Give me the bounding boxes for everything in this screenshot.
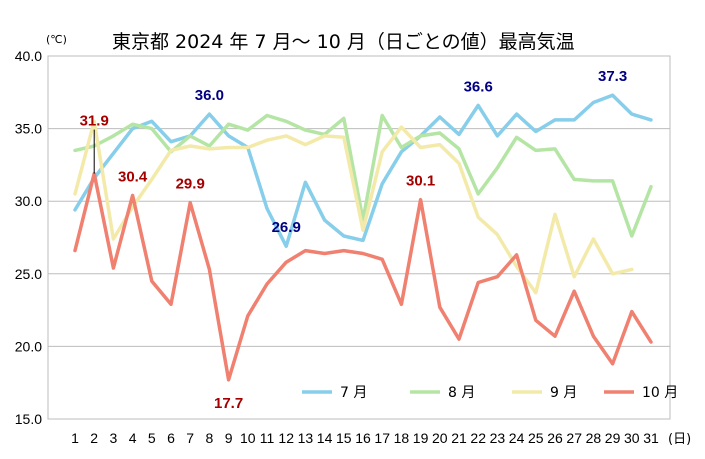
- x-tick-label: 20: [432, 430, 448, 446]
- y-tick-label: 40.0: [15, 48, 42, 64]
- x-tick-label: 28: [586, 430, 602, 446]
- series-line-1: [73, 93, 653, 248]
- series-line-4: [73, 171, 653, 382]
- x-axis-ticks: 1 2 3 4 5 6 7 8 9 10 11 12 13 14 15 16 17 18 19 20 21 22 23 24 2…: [71, 430, 659, 446]
- y-tick-label: 15.0: [15, 411, 42, 427]
- data-label: 31.9: [80, 113, 109, 130]
- annotations: 31.9 30.4 29.9 17.7 30.1 36.0 26.9 36.6 37.3: [80, 68, 628, 412]
- x-tick-label: 12: [278, 430, 294, 446]
- x-tick-label: 5: [148, 430, 156, 446]
- x-tick-label: 9: [225, 430, 233, 446]
- x-tick-label: 15: [336, 430, 352, 446]
- plot-area: [47, 55, 671, 420]
- x-unit-label: (日): [668, 432, 691, 447]
- x-tick-label: 16: [355, 430, 371, 446]
- data-label: 30.4: [118, 168, 148, 185]
- x-tick-label: 17: [374, 430, 390, 446]
- y-tick-label: 25.0: [15, 266, 42, 282]
- data-label: 30.1: [406, 173, 435, 190]
- legend-label: 9 月: [550, 385, 577, 401]
- chart-title: 東京都 2024 年 7 月～ 10 月（日ごとの値）最高気温: [112, 31, 575, 53]
- x-tick-label: 4: [129, 430, 137, 446]
- x-tick-label: 31: [643, 430, 659, 446]
- series-line-3: [73, 119, 634, 295]
- x-tick-label: 8: [206, 430, 214, 446]
- legend-label: 8 月: [448, 385, 475, 401]
- data-label: 36.6: [464, 78, 493, 95]
- data-label: 37.3: [598, 68, 627, 85]
- x-tick-label: 27: [566, 430, 582, 446]
- x-tick-label: 18: [394, 430, 410, 446]
- data-label: 36.0: [195, 87, 224, 104]
- x-tick-label: 30: [624, 430, 640, 446]
- x-tick-label: 10: [240, 430, 256, 446]
- x-tick-label: 22: [470, 430, 486, 446]
- legend: 7 月 8 月 9 月 10 月: [302, 385, 678, 401]
- x-tick-label: 19: [413, 430, 429, 446]
- x-tick-label: 2: [90, 430, 98, 446]
- legend-label: 7 月: [340, 385, 367, 401]
- x-tick-label: 26: [547, 430, 563, 446]
- x-tick-label: 1: [71, 430, 79, 446]
- x-tick-label: 25: [528, 430, 544, 446]
- x-tick-label: 7: [186, 430, 194, 446]
- y-axis-ticks: 40.0 35.0 30.0 25.0 20.0 15.0: [15, 48, 42, 427]
- series-lines: [73, 93, 653, 382]
- x-tick-label: 6: [167, 430, 175, 446]
- x-tick-label: 3: [110, 430, 118, 446]
- y-tick-label: 20.0: [15, 338, 42, 354]
- x-tick-label: 29: [605, 430, 621, 446]
- x-tick-label: 23: [490, 430, 506, 446]
- y-unit-label: (℃): [46, 33, 67, 46]
- x-tick-label: 21: [451, 430, 467, 446]
- y-tick-label: 30.0: [15, 193, 42, 209]
- data-label: 26.9: [272, 219, 301, 236]
- x-tick-label: 14: [317, 430, 333, 446]
- x-tick-label: 13: [298, 430, 314, 446]
- data-label: 17.7: [214, 395, 243, 412]
- legend-label: 10 月: [642, 385, 678, 401]
- x-tick-label: 11: [260, 430, 275, 446]
- x-tick-label: 24: [509, 430, 525, 446]
- data-label: 29.9: [176, 176, 205, 193]
- y-tick-label: 35.0: [15, 121, 42, 137]
